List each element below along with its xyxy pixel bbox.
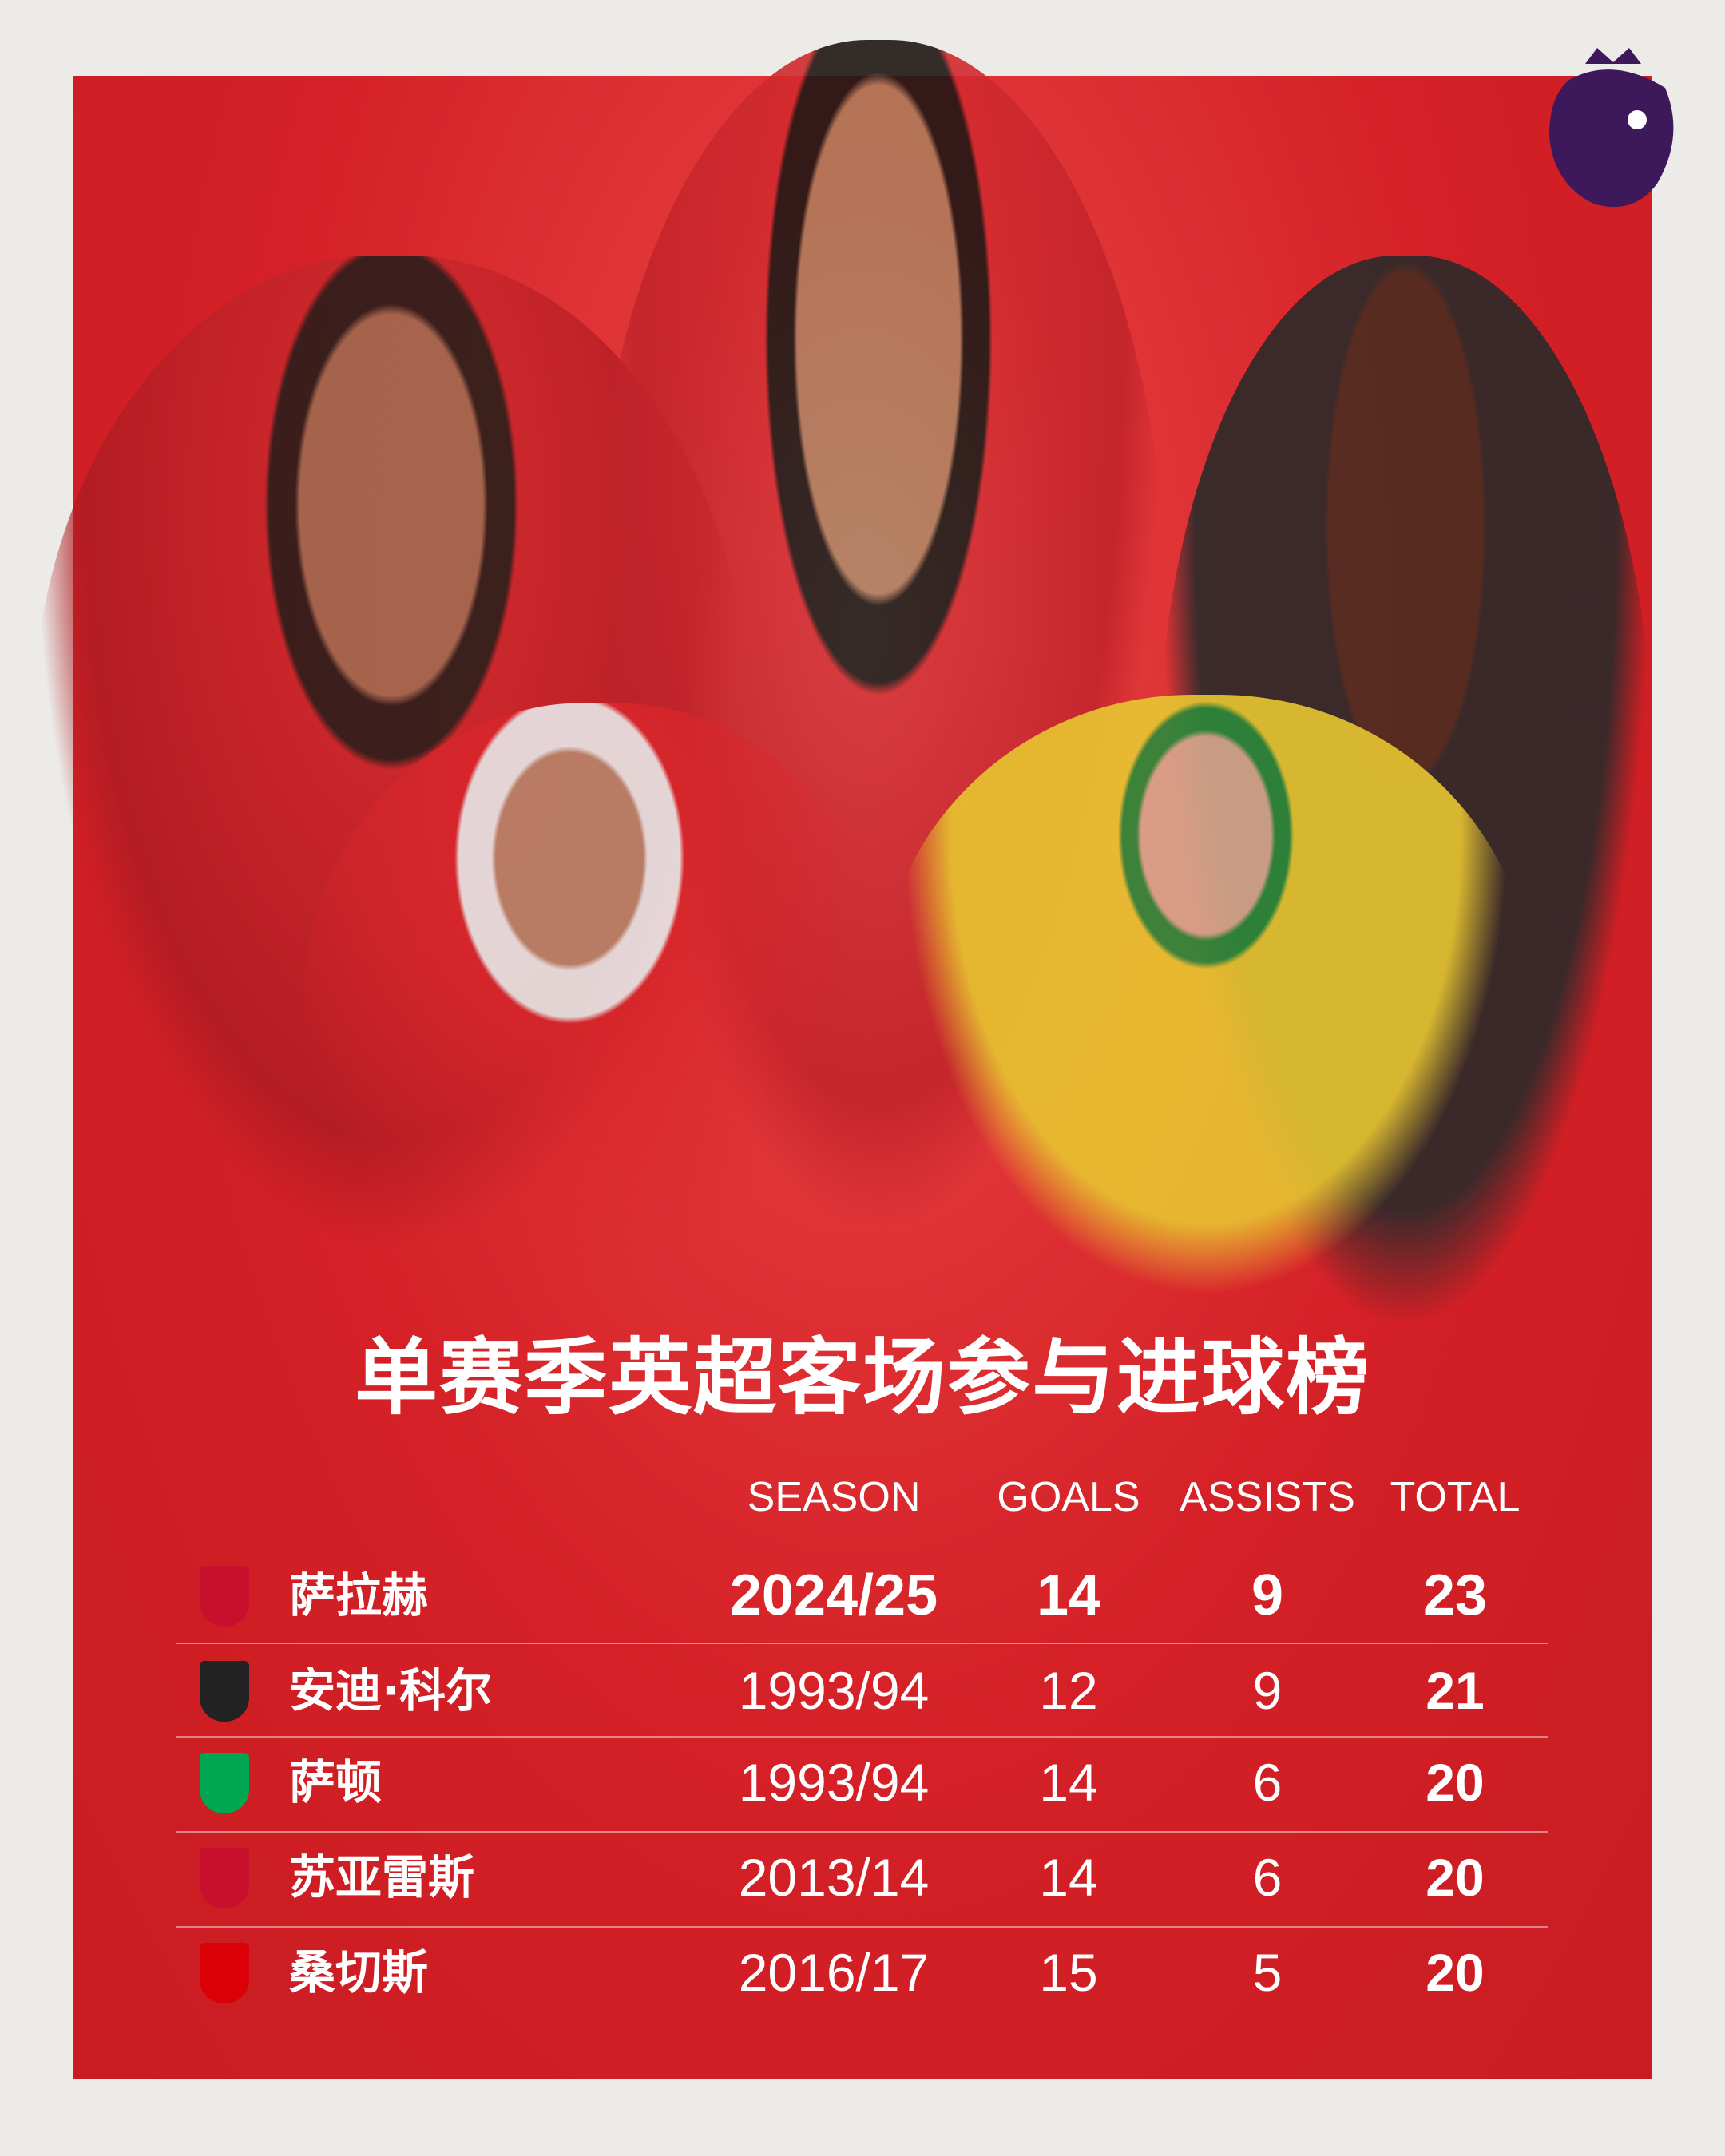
assists-cell: 5 (1252, 1943, 1283, 2002)
player-photo-sanchez (303, 703, 894, 1326)
assists-cell: 9 (1251, 1563, 1284, 1627)
player-name: 安迪·科尔 (289, 1663, 493, 1718)
assists-cell: 6 (1252, 1848, 1283, 1907)
total-cell: 23 (1422, 1563, 1488, 1627)
goals-cell: 14 (1039, 1753, 1098, 1812)
table-row: 苏亚雷斯 2013/14 14 6 20 (0, 1833, 1725, 1921)
goals-cell: 14 (1039, 1848, 1098, 1907)
goals-cell: 14 (1036, 1563, 1101, 1627)
assists-cell: 6 (1252, 1753, 1283, 1812)
total-cell: 21 (1426, 1661, 1485, 1720)
row-divider (176, 1831, 1548, 1833)
row-divider (176, 1736, 1548, 1738)
header-goals: GOALS (997, 1474, 1140, 1520)
player-name: 桑切斯 (289, 1945, 429, 1999)
player-name: 萨拉赫 (289, 1568, 429, 1623)
goals-cell: 15 (1039, 1943, 1098, 2002)
club-crest-icon (200, 1848, 249, 1908)
total-cell: 20 (1426, 1848, 1485, 1907)
page-title: 单赛季英超客场参与进球榜 (354, 1329, 1370, 1426)
club-crest-icon (200, 1661, 249, 1722)
header-total: TOTAL (1390, 1474, 1521, 1520)
season-cell: 2013/14 (738, 1848, 930, 1907)
season-cell: 1993/94 (738, 1753, 930, 1812)
season-cell: 2024/25 (729, 1563, 938, 1627)
goals-cell: 12 (1039, 1661, 1098, 1720)
total-cell: 20 (1426, 1943, 1485, 2002)
table-row: 萨拉赫 2024/25 14 9 23 (0, 1552, 1725, 1639)
table-row: 萨顿 1993/94 14 6 20 (0, 1738, 1725, 1826)
table-row: 安迪·科尔 1993/94 12 9 21 (0, 1647, 1725, 1734)
player-name: 苏亚雷斯 (289, 1850, 475, 1904)
header-season: SEASON (747, 1474, 921, 1520)
club-crest-icon (200, 1943, 249, 2003)
player-photo-sutton (878, 695, 1533, 1334)
row-divider (176, 1926, 1548, 1928)
player-name: 萨顿 (289, 1755, 383, 1809)
assists-cell: 9 (1252, 1661, 1283, 1720)
season-cell: 2016/17 (738, 1943, 930, 2002)
club-crest-icon (200, 1753, 249, 1813)
header-assists: ASSISTS (1180, 1474, 1355, 1520)
season-cell: 1993/94 (738, 1661, 930, 1720)
total-cell: 20 (1426, 1753, 1485, 1812)
row-divider (176, 1643, 1548, 1644)
premier-league-logo (1549, 48, 1674, 208)
club-crest-icon (200, 1566, 249, 1627)
table-row: 桑切斯 2016/17 15 5 20 (0, 1928, 1725, 2016)
